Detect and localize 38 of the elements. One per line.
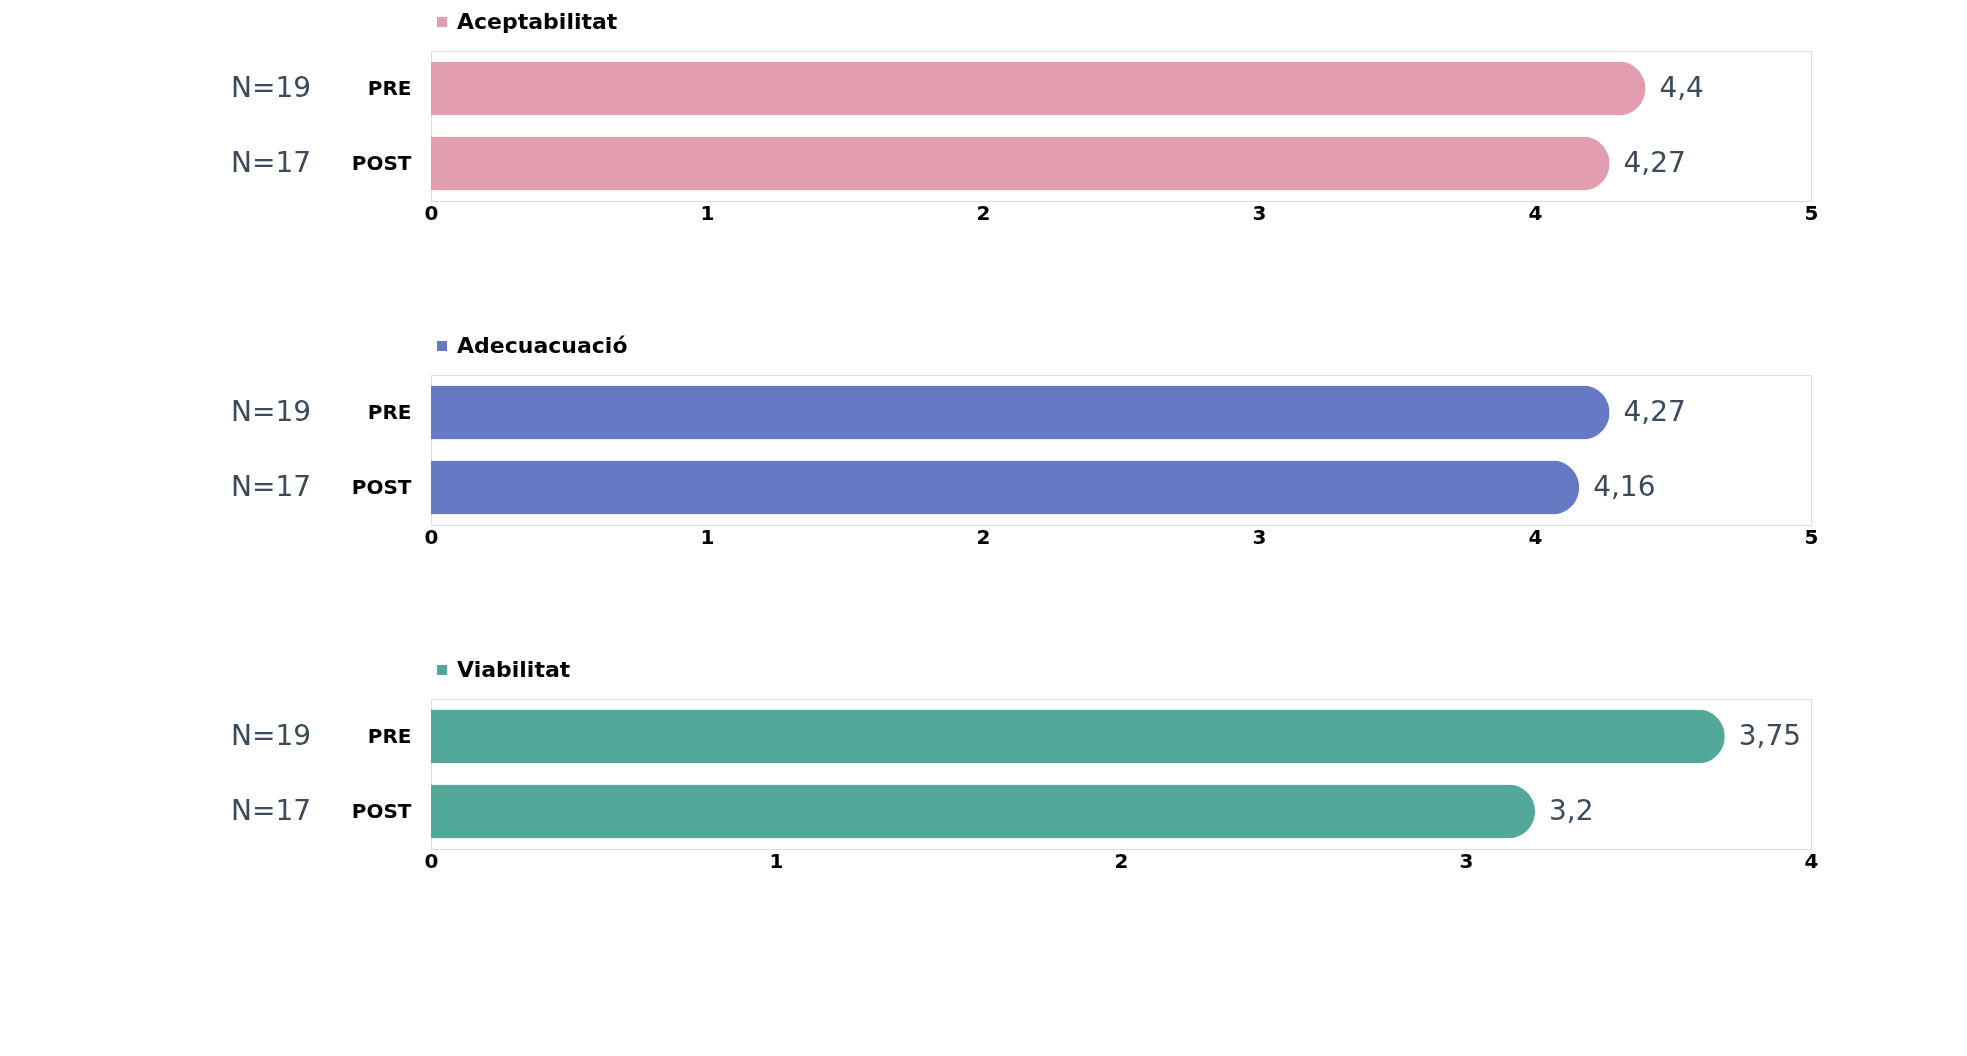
data-label: 4,4	[1659, 70, 1704, 104]
text: N=17	[231, 469, 312, 503]
data-label: 4,27	[1623, 394, 1686, 428]
x-tick-label: 0	[424, 524, 439, 549]
x-tick-label: 1	[769, 848, 784, 873]
x-tick-label: 4	[1528, 200, 1543, 225]
text: N=17	[231, 145, 312, 179]
x-tick-label: 2	[976, 200, 991, 225]
data-label: 4,16	[1593, 469, 1656, 503]
x-tick-label: 4	[1528, 524, 1543, 549]
legend-label: Adecuacuació	[457, 333, 628, 358]
y-tick-label: POST	[351, 474, 412, 499]
legend-label: Aceptabilitat	[457, 9, 618, 34]
text: N=19	[231, 70, 312, 104]
x-tick-label: 1	[700, 524, 715, 549]
x-tick-label: 5	[1804, 200, 1819, 225]
text: N=19	[231, 394, 312, 428]
x-tick-label: 2	[1114, 848, 1129, 873]
y-tick-label: POST	[351, 150, 412, 175]
y-tick-label: POST	[351, 798, 412, 823]
data-label: 4,27	[1623, 145, 1686, 179]
y-tick-label: PRE	[367, 723, 412, 748]
x-tick-label: 5	[1804, 524, 1819, 549]
x-tick-label: 4	[1804, 848, 1819, 873]
x-tick-label: 3	[1252, 524, 1267, 549]
data-label: 3,75	[1738, 718, 1802, 752]
x-tick-label: 3	[1252, 200, 1267, 225]
text: N=19	[231, 718, 312, 752]
x-tick-label: 1	[700, 200, 715, 225]
y-tick-label: PRE	[367, 75, 412, 100]
data-label: 3,2	[1549, 793, 1594, 827]
x-tick-label: 0	[424, 200, 439, 225]
x-tick-label: 0	[424, 848, 439, 873]
x-tick-label: 2	[976, 524, 991, 549]
x-tick-label: 3	[1459, 848, 1474, 873]
y-tick-label: PRE	[367, 399, 412, 424]
text: N=17	[231, 793, 312, 827]
legend-label: Viabilitat	[457, 657, 571, 682]
